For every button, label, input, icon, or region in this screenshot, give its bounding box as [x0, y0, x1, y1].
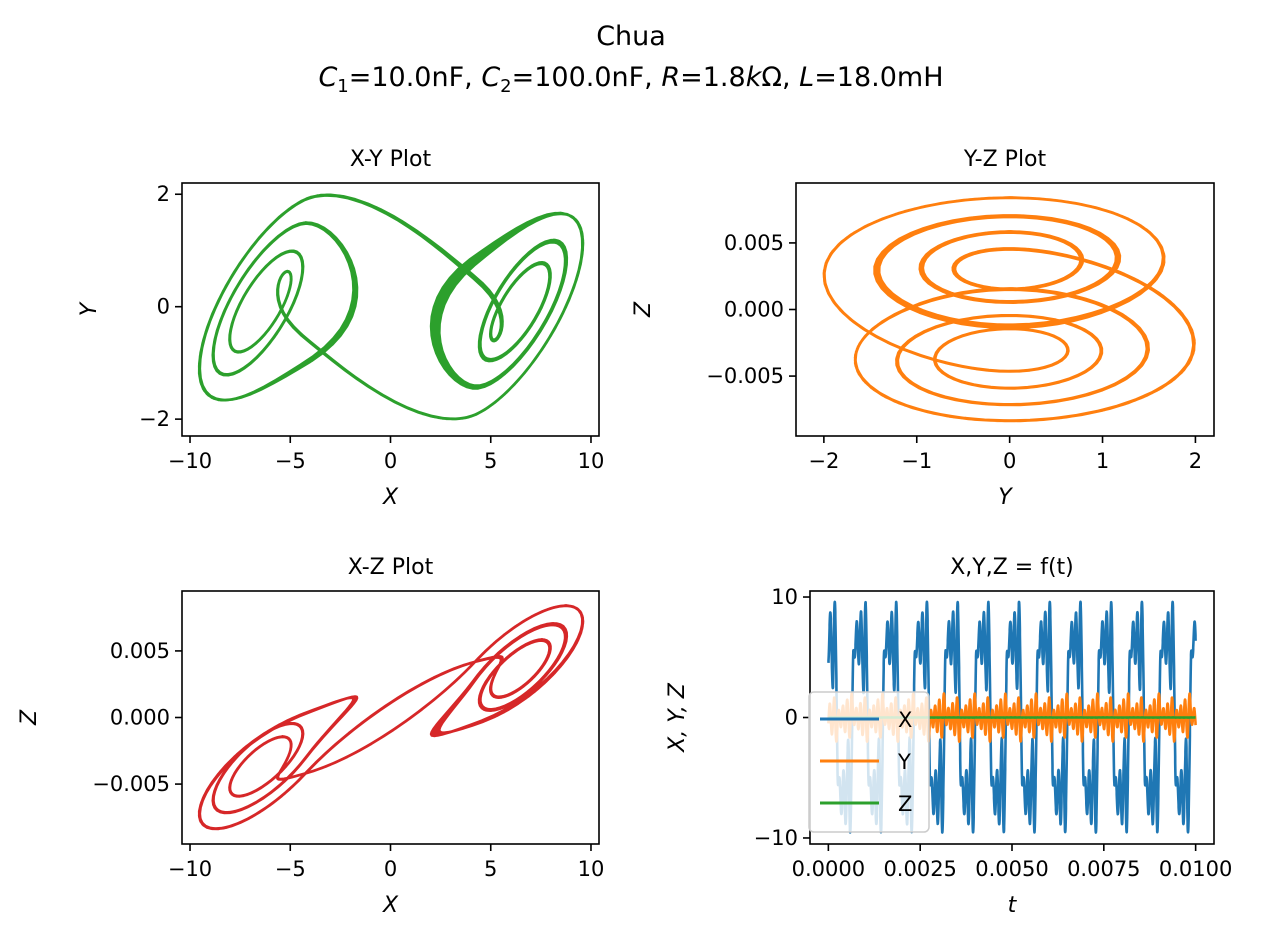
x-tick-label: 0.0000: [792, 857, 865, 881]
x-axis-label: t: [1008, 893, 1018, 918]
axes-frame: [795, 182, 1215, 437]
subtitle-c1-symbol: C: [318, 62, 337, 93]
x-tick-label: 5: [484, 449, 497, 473]
panel-title: X-Y Plot: [350, 147, 432, 172]
figure-subtitle: C1=10.0nF, C2=100.0nF, R=1.8kΩ, L=18.0mH: [318, 62, 943, 97]
x-axis-label: Y: [998, 485, 1013, 510]
x-tick-label: 0.0025: [883, 857, 956, 881]
legend-label-z: Z: [898, 792, 912, 816]
x-tick-label: −5: [275, 857, 306, 881]
y-axis-label: Z: [17, 709, 42, 726]
series-line-yz: [822, 196, 1196, 423]
y-tick-label: 0: [157, 295, 170, 319]
subtitle-r-symbol: R: [661, 62, 680, 93]
panel-1: −10 −5 0 5 10 −2 0 2 X-Y Plot X Y: [77, 147, 604, 510]
x-axis-label: X: [382, 893, 399, 918]
panel-title: X-Z Plot: [348, 555, 434, 580]
series-line-xy: [197, 193, 585, 421]
subtitle-c2-value: =100.0nF,: [512, 62, 662, 93]
plot-area: [822, 196, 1196, 423]
y-tick-label: −0.005: [92, 772, 170, 796]
y-tick-label: −10: [754, 826, 798, 850]
x-tick-label: 10: [578, 857, 605, 881]
x-tick-label: −10: [168, 857, 212, 881]
series-line-xz: [197, 604, 585, 831]
x-axis-label: X: [382, 485, 399, 510]
x-tick-label: 0: [1003, 449, 1016, 473]
panel-2: −2 −1 0 1 2 −0.005 0.000 0.005 Y-Z Plot Y Z: [631, 147, 1215, 510]
panel-title: Y-Z Plot: [963, 147, 1047, 172]
subtitle-r-k: k: [746, 62, 763, 93]
y-axis-label: Z: [631, 301, 656, 318]
y-tick-label: 0.000: [724, 298, 784, 322]
x-tick-label: −1: [901, 449, 932, 473]
x-tick-label: −10: [168, 449, 212, 473]
x-tick-label: 2: [1189, 449, 1202, 473]
x-tick-label: 0.0050: [975, 857, 1048, 881]
x-tick-label: 5: [484, 857, 497, 881]
x-tick-label: −5: [275, 449, 306, 473]
plot-area: [197, 193, 585, 421]
series-line-x: [827, 600, 1197, 834]
plot-area: [197, 604, 585, 831]
subtitle-c1-subscript: 1: [337, 76, 348, 97]
panel-title: X,Y,Z = f(t): [950, 555, 1074, 580]
x-tick-label: 0.0100: [1159, 857, 1232, 881]
figure-title: Chua: [596, 21, 666, 52]
x-tick-label: 0.0075: [1067, 857, 1140, 881]
y-tick-label: 10: [771, 585, 798, 609]
subtitle-l-value: =18.0mH: [814, 62, 943, 93]
panel-4: 0.0000 0.0025 0.0050 0.0075 0.0100 −10 0 10 X,Y,…: [665, 555, 1232, 918]
x-tick-label: 0: [384, 857, 397, 881]
y-axis-label: X, Y, Z: [665, 682, 690, 753]
subtitle-r-unit: Ω,: [761, 62, 799, 93]
x-tick-label: 1: [1096, 449, 1109, 473]
y-tick-label: 0: [785, 706, 798, 730]
legend-label-x: X: [898, 708, 912, 732]
y-tick-label: 0.000: [110, 706, 170, 730]
y-axis-label: Y: [77, 301, 102, 316]
legend: XYZ: [808, 691, 930, 833]
y-tick-label: −2: [139, 407, 170, 431]
legend-label-y: Y: [897, 750, 911, 774]
subtitle-c2-subscript: 2: [500, 76, 511, 97]
x-tick-label: 10: [578, 449, 605, 473]
x-tick-label: 0: [384, 449, 397, 473]
y-tick-label: −0.005: [706, 364, 784, 388]
subtitle-r-value: =1.8: [680, 62, 746, 93]
subtitle-c2-symbol: C: [481, 62, 500, 93]
subtitle-l-symbol: L: [799, 62, 814, 93]
y-tick-label: 0.005: [724, 231, 784, 255]
subtitle-c1-value: =10.0nF,: [349, 62, 482, 93]
x-tick-label: −2: [808, 449, 839, 473]
y-tick-label: 0.005: [110, 639, 170, 663]
panel-3: −10 −5 0 5 10 −0.005 0.000 0.005 X-Z Plot X Z: [17, 555, 604, 918]
y-tick-label: 2: [157, 182, 170, 206]
